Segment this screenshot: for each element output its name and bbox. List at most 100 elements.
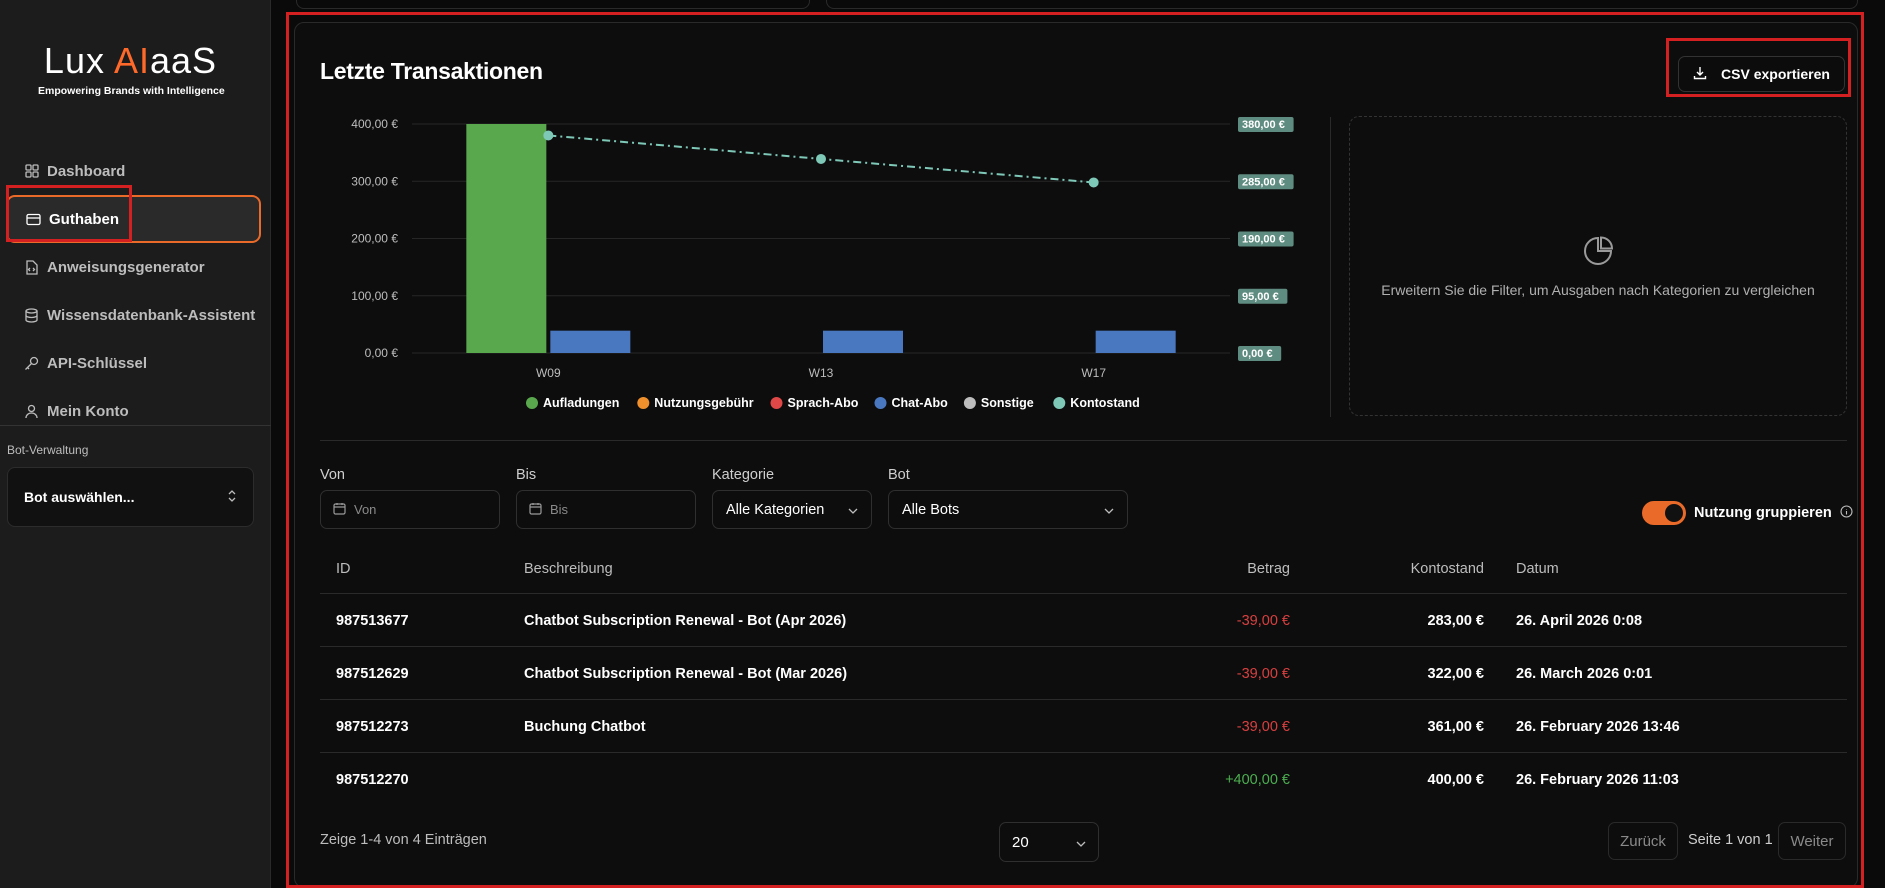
table-row[interactable]: 987513677 Chatbot Subscription Renewal -… (320, 593, 1847, 646)
y-right-tick-label: 95,00 € (1242, 291, 1279, 303)
von-label: Von (320, 467, 345, 483)
y-right-tick-badge (1238, 231, 1294, 247)
cell-balance: 322,00 € (1427, 665, 1484, 682)
cell-date: 26. February 2026 11:03 (1516, 771, 1679, 788)
legend-swatch (874, 397, 887, 409)
sidebar-item-guthaben[interactable]: Guthaben (6, 185, 261, 243)
bar-chat-abo (823, 330, 903, 353)
y-right-tick-label: 285,00 € (1242, 176, 1285, 188)
cell-amount: -39,00 € (1236, 718, 1290, 735)
legend-swatch (1053, 397, 1066, 409)
cell-id: 987513677 (336, 612, 409, 629)
cell-id: 987512270 (336, 771, 409, 788)
cell-balance: 400,00 € (1427, 771, 1484, 788)
legend-swatch (770, 397, 783, 409)
legend-label: Chat-Abo (892, 396, 949, 410)
sidebar-item-api-keys[interactable]: API-Schlüssel (0, 339, 271, 387)
section-label: Bot-Verwaltung (7, 443, 89, 457)
bot-filter-select[interactable]: Alle Bots (888, 490, 1128, 529)
bar-chat-abo (1095, 330, 1176, 353)
table-row[interactable]: 987512273 Buchung Chatbot -39,00 € 361,0… (320, 699, 1847, 752)
legend-swatch (963, 397, 976, 409)
entries-summary: Zeige 1-4 von 4 Einträgen (320, 832, 487, 848)
y-right-tick-badge (1238, 346, 1282, 361)
group-usage-toggle[interactable] (1642, 501, 1686, 525)
cell-amount: +400,00 € (1225, 771, 1290, 788)
sidebar-item-label: API-Schlüssel (47, 354, 148, 372)
cell-description: Buchung Chatbot (524, 718, 646, 735)
y-tick-label: 100,00 € (351, 289, 398, 303)
page-info: Seite 1 von 1 (1688, 832, 1773, 848)
sidebar-item-account[interactable]: Mein Konto (0, 387, 271, 435)
y-right-tick-badge (1238, 288, 1288, 304)
sidebar-item-wissensdatenbank[interactable]: Wissensdatenbank-Assistent (0, 291, 271, 339)
chevron-down-icon (848, 502, 858, 518)
bot-select[interactable]: Bot auswählen... (7, 467, 254, 527)
cell-amount: -39,00 € (1236, 612, 1290, 629)
bar-aufladungen (466, 124, 547, 353)
page-title: Letzte Transaktionen (320, 58, 543, 84)
bis-date-input[interactable]: Bis (516, 490, 696, 529)
bot-filter-label: Bot (888, 467, 910, 483)
cell-balance: 361,00 € (1427, 718, 1484, 735)
table-row[interactable]: 987512629 Chatbot Subscription Renewal -… (320, 646, 1847, 699)
calendar-icon (529, 502, 542, 518)
group-usage-control: Nutzung gruppieren (1642, 501, 1853, 525)
sidebar-item-anweisungsgenerator[interactable]: Anweisungsgenerator (0, 243, 271, 291)
column-header-date[interactable]: Datum (1516, 561, 1559, 577)
csv-export-button[interactable]: CSV exportieren (1678, 56, 1845, 92)
next-page-button[interactable]: Weiter (1778, 822, 1846, 860)
cell-balance: 283,00 € (1427, 612, 1484, 629)
legend-label: Sprach-Abo (788, 396, 859, 410)
transactions-chart: 0,00 € 100,00 € 200,00 € 300,00 € 400,00 € 0,… (351, 117, 1294, 410)
cell-id: 987512629 (336, 665, 409, 682)
page-size-select[interactable]: 20 (999, 822, 1099, 862)
bot-select-value: Bot auswählen... (24, 489, 135, 505)
kontostand-point (1088, 177, 1099, 188)
card-stub (296, 0, 810, 9)
logo-tagline: Empowering Brands with Intelligence (38, 85, 225, 97)
info-icon[interactable] (1840, 504, 1853, 522)
cell-date: 26. April 2026 0:08 (1516, 612, 1643, 629)
sidebar-item-label: Guthaben (49, 210, 119, 228)
legend-label: Sonstige (981, 396, 1034, 410)
bar-chat-abo (550, 330, 631, 353)
cell-description: Chatbot Subscription Renewal - Bot (Apr … (524, 612, 847, 629)
previous-page-button[interactable]: Zurück (1608, 822, 1678, 860)
sidebar-item-dashboard[interactable]: Dashboard (0, 147, 271, 195)
chevron-down-icon (1076, 834, 1086, 851)
user-icon (24, 404, 39, 419)
group-usage-label: Nutzung gruppieren (1694, 505, 1832, 521)
legend-swatch (637, 397, 650, 409)
y-tick-label: 300,00 € (351, 174, 398, 188)
calendar-icon (333, 502, 346, 518)
kategorie-select[interactable]: Alle Kategorien (712, 490, 872, 529)
empty-state-text: Erweitern Sie die Filter, um Ausgaben na… (1381, 281, 1815, 298)
key-icon (24, 356, 39, 371)
kategorie-label: Kategorie (712, 467, 775, 483)
database-icon (24, 307, 39, 323)
highlight-box (6, 185, 132, 242)
grid-icon (24, 164, 39, 179)
sidebar-item-label: Mein Konto (47, 402, 129, 420)
legend-label: Nutzungsgebühr (654, 396, 753, 410)
y-right-tick-badge (1238, 117, 1294, 132)
chevron-down-icon (1104, 502, 1114, 518)
cell-id: 987512273 (336, 718, 409, 735)
column-header-balance[interactable]: Kontostand (1410, 561, 1484, 577)
highlight-box (1666, 38, 1851, 97)
bot-filter-value: Alle Bots (902, 501, 960, 518)
logo-wordmark: Lux AIaaS (43, 40, 218, 81)
column-header-id[interactable]: ID (336, 561, 351, 577)
legend-swatch (526, 397, 538, 409)
y-tick-label: 200,00 € (351, 232, 398, 246)
divider (320, 440, 1847, 441)
column-header-description[interactable]: Beschreibung (524, 561, 613, 577)
sidebar-item-label: Dashboard (47, 162, 126, 180)
bis-label: Bis (516, 467, 537, 483)
von-date-input[interactable]: Von (320, 490, 500, 529)
pie-chart-icon (1582, 235, 1614, 272)
logo[interactable]: Lux AIaaS Empowering Brands with Intelli… (38, 40, 225, 97)
column-header-amount[interactable]: Betrag (1247, 561, 1290, 577)
table-row[interactable]: 987512270 +400,00 € 400,00 € 26. Februar… (320, 752, 1847, 805)
